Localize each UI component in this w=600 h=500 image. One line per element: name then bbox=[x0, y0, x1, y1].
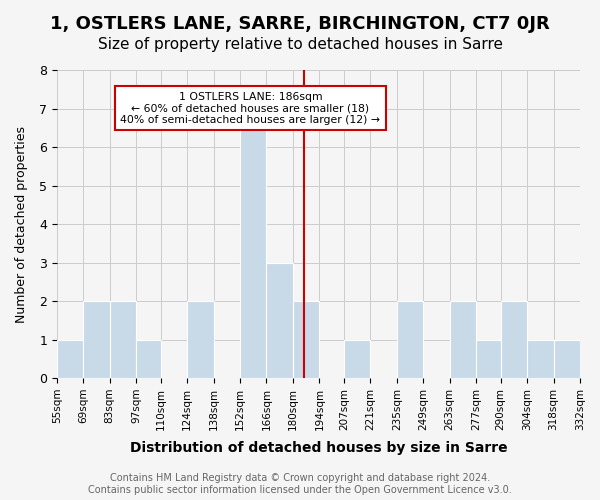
Bar bbox=[240, 108, 266, 378]
X-axis label: Distribution of detached houses by size in Sarre: Distribution of detached houses by size … bbox=[130, 441, 507, 455]
Text: Size of property relative to detached houses in Sarre: Size of property relative to detached ho… bbox=[97, 38, 503, 52]
Bar bbox=[500, 301, 527, 378]
Bar bbox=[136, 340, 161, 378]
Bar bbox=[449, 301, 476, 378]
Bar bbox=[110, 301, 136, 378]
Bar bbox=[554, 340, 580, 378]
Bar bbox=[83, 301, 110, 378]
Y-axis label: Number of detached properties: Number of detached properties bbox=[15, 126, 28, 322]
Text: 1 OSTLERS LANE: 186sqm
← 60% of detached houses are smaller (18)
40% of semi-det: 1 OSTLERS LANE: 186sqm ← 60% of detached… bbox=[121, 92, 380, 125]
Bar bbox=[344, 340, 370, 378]
Bar bbox=[293, 301, 319, 378]
Bar bbox=[57, 340, 83, 378]
Bar bbox=[476, 340, 500, 378]
Text: Contains HM Land Registry data © Crown copyright and database right 2024.
Contai: Contains HM Land Registry data © Crown c… bbox=[88, 474, 512, 495]
Text: 1, OSTLERS LANE, SARRE, BIRCHINGTON, CT7 0JR: 1, OSTLERS LANE, SARRE, BIRCHINGTON, CT7… bbox=[50, 15, 550, 33]
Bar bbox=[397, 301, 423, 378]
Bar bbox=[187, 301, 214, 378]
Bar bbox=[266, 262, 293, 378]
Bar bbox=[527, 340, 554, 378]
